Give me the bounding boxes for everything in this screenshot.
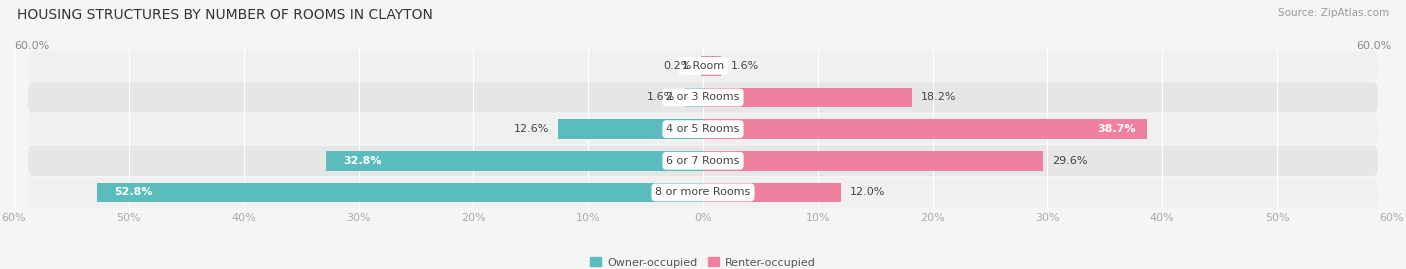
Text: 2 or 3 Rooms: 2 or 3 Rooms [666,93,740,102]
Bar [703,151,1043,171]
Text: 52.8%: 52.8% [114,187,152,197]
Bar [703,56,721,76]
FancyBboxPatch shape [28,146,1378,176]
Text: 1 Room: 1 Room [682,61,724,71]
FancyBboxPatch shape [28,82,1378,113]
Text: 60.0%: 60.0% [14,41,49,51]
Text: 6 or 7 Rooms: 6 or 7 Rooms [666,156,740,166]
Text: 29.6%: 29.6% [1052,156,1088,166]
Text: Source: ZipAtlas.com: Source: ZipAtlas.com [1278,8,1389,18]
FancyBboxPatch shape [28,51,1378,81]
Text: 60.0%: 60.0% [1357,41,1392,51]
Text: 1.6%: 1.6% [647,93,675,102]
Text: 32.8%: 32.8% [343,156,382,166]
Text: 1.6%: 1.6% [731,61,759,71]
Text: 18.2%: 18.2% [921,93,956,102]
Text: 38.7%: 38.7% [1098,124,1136,134]
Bar [326,151,703,171]
Bar [685,88,703,107]
Text: 8 or more Rooms: 8 or more Rooms [655,187,751,197]
Bar [703,119,1147,139]
Bar [703,88,912,107]
Text: 0.2%: 0.2% [664,61,692,71]
Legend: Owner-occupied, Renter-occupied: Owner-occupied, Renter-occupied [586,253,820,269]
Bar [558,119,703,139]
Text: 4 or 5 Rooms: 4 or 5 Rooms [666,124,740,134]
Bar [703,183,841,202]
Text: 12.0%: 12.0% [851,187,886,197]
Bar [97,183,703,202]
Text: HOUSING STRUCTURES BY NUMBER OF ROOMS IN CLAYTON: HOUSING STRUCTURES BY NUMBER OF ROOMS IN… [17,8,433,22]
Text: 12.6%: 12.6% [513,124,550,134]
FancyBboxPatch shape [28,114,1378,144]
FancyBboxPatch shape [28,177,1378,208]
Bar [700,56,703,76]
